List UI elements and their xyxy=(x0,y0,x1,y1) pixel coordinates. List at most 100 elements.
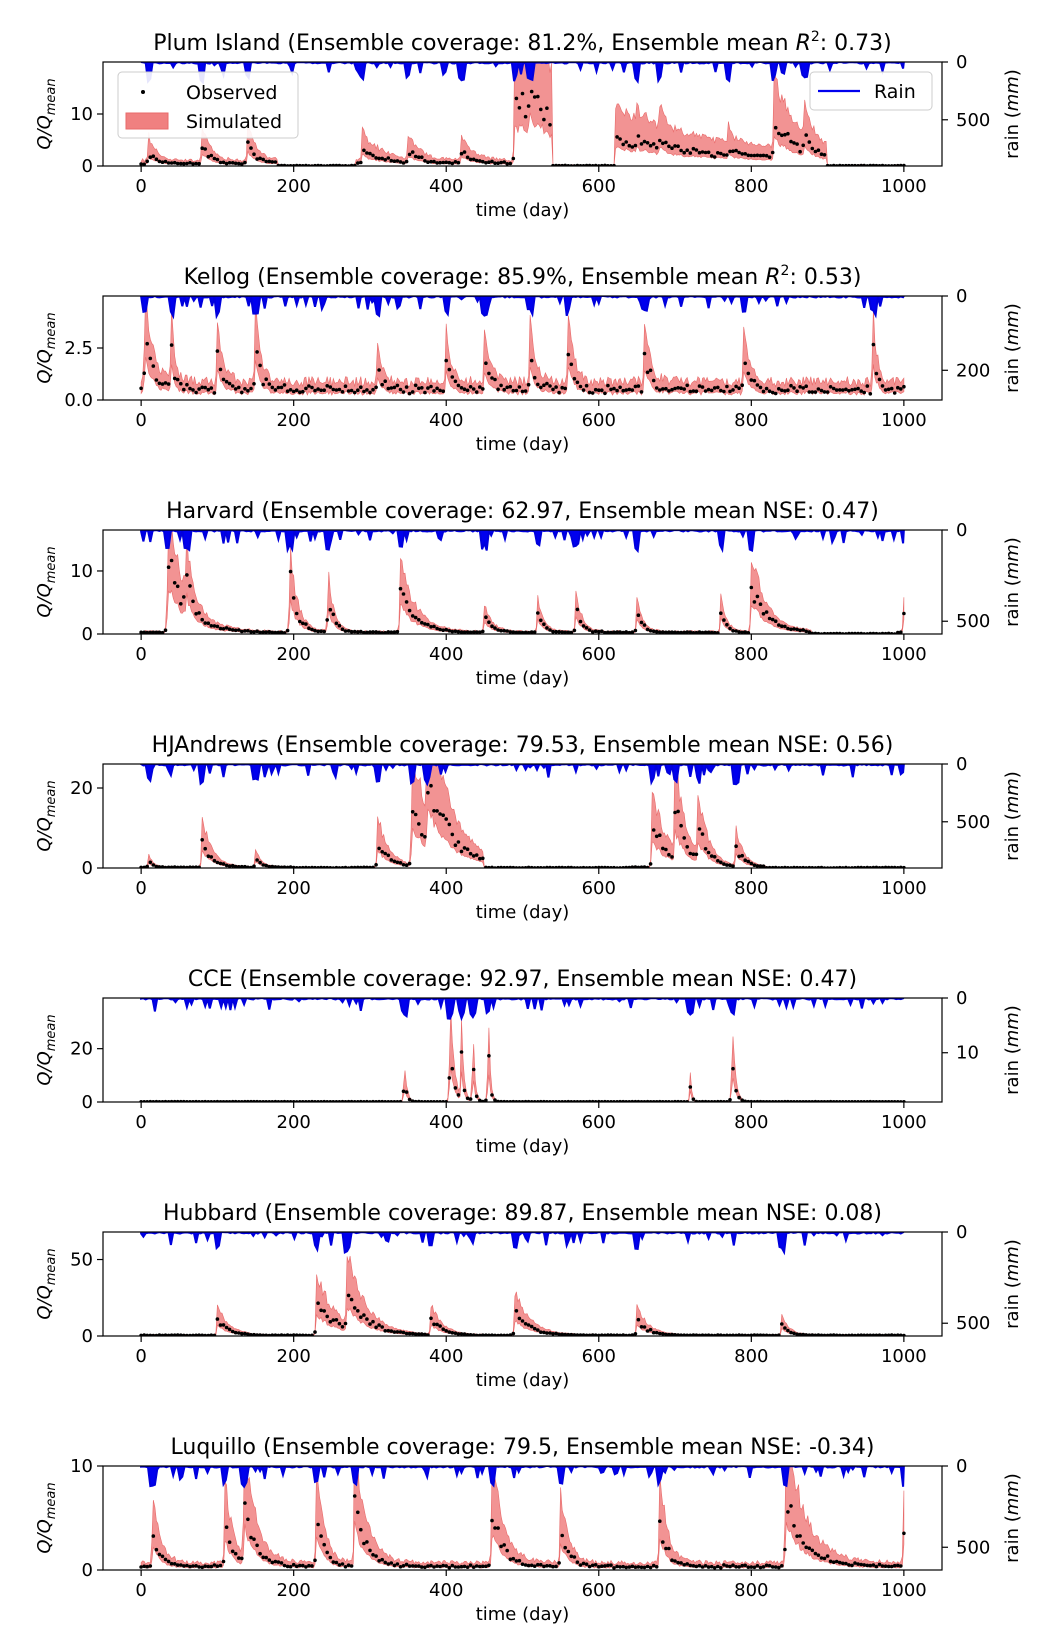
observed-point xyxy=(734,148,738,153)
observed-point xyxy=(767,389,772,394)
observed-point xyxy=(237,1556,241,1560)
observed-point xyxy=(844,1561,848,1566)
rain-tick-label: 0 xyxy=(956,286,967,307)
observed-point xyxy=(557,1332,561,1336)
observed-point xyxy=(169,558,174,563)
observed-point xyxy=(493,626,497,630)
observed-point xyxy=(819,152,824,156)
rain-axis-label: rain (mm) xyxy=(1002,1005,1023,1095)
observed-point xyxy=(310,627,314,632)
rain-label-main: rain ( xyxy=(1002,111,1023,159)
observed-series xyxy=(139,1293,906,1336)
observed-point xyxy=(804,629,808,634)
x-tick-label: 400 xyxy=(429,878,463,899)
observed-point xyxy=(700,832,705,836)
observed-point xyxy=(328,1555,333,1560)
observed-point xyxy=(356,1309,360,1313)
observed-point xyxy=(508,384,513,389)
observed-point xyxy=(398,160,403,164)
observed-point xyxy=(194,161,198,166)
observed-point xyxy=(545,1331,549,1335)
observed-point xyxy=(203,1564,207,1568)
observed-point xyxy=(221,1323,226,1327)
observed-point xyxy=(563,386,567,391)
observed-point xyxy=(658,138,662,143)
observed-point xyxy=(429,1563,433,1568)
axes-frame xyxy=(102,1231,943,1337)
observed-point xyxy=(401,1089,406,1094)
observed-point xyxy=(673,1559,677,1563)
observed-point xyxy=(697,827,702,831)
observed-point xyxy=(737,1565,741,1569)
observed-point xyxy=(420,1565,424,1569)
x-axis-label: time (day) xyxy=(476,434,570,455)
observed-point xyxy=(783,1326,787,1330)
observed-point xyxy=(450,1331,455,1335)
observed-point xyxy=(706,1565,711,1569)
observed-point xyxy=(703,150,708,155)
x-tick-label: 400 xyxy=(429,410,463,431)
x-tick-label: 0 xyxy=(135,176,146,197)
observed-point xyxy=(819,1556,824,1560)
observed-point xyxy=(264,377,269,382)
rain-series xyxy=(140,530,905,554)
observed-point xyxy=(780,624,784,628)
x-tick-label: 600 xyxy=(582,176,616,197)
observed-point xyxy=(838,388,842,392)
rain-tick-label: 500 xyxy=(956,611,990,632)
observed-point xyxy=(273,1559,278,1564)
observed-point xyxy=(569,1554,574,1559)
observed-point xyxy=(166,161,171,165)
observed-point xyxy=(639,865,644,868)
observed-point xyxy=(758,385,763,390)
observed-point xyxy=(676,1560,680,1565)
observed-point xyxy=(191,388,195,392)
observed-point xyxy=(548,123,552,127)
observed-point xyxy=(392,1563,397,1568)
observed-point xyxy=(523,389,528,393)
observed-point xyxy=(438,812,442,816)
observed-point xyxy=(179,161,183,166)
observed-point xyxy=(709,154,714,158)
observed-point xyxy=(264,1555,269,1560)
observed-point xyxy=(780,133,784,138)
observed-point xyxy=(301,389,305,394)
observed-point xyxy=(270,160,275,164)
observed-point xyxy=(233,387,238,391)
observed-point xyxy=(517,106,522,110)
observed-point xyxy=(325,618,330,622)
observed-point xyxy=(252,1537,256,1541)
observed-point xyxy=(459,849,464,854)
observed-point xyxy=(288,569,293,574)
observed-point xyxy=(142,371,146,376)
observed-point xyxy=(719,611,723,615)
observed-point xyxy=(728,1098,732,1102)
observed-point xyxy=(474,158,479,163)
observed-point xyxy=(203,621,207,625)
observed-point xyxy=(191,865,195,868)
observed-point xyxy=(157,381,162,386)
observed-point xyxy=(722,618,726,622)
observed-point xyxy=(679,1333,683,1336)
observed-point xyxy=(218,1563,223,1568)
observed-point xyxy=(664,140,668,145)
y-axis-label-sub: mean xyxy=(44,1248,59,1285)
observed-point xyxy=(825,390,830,394)
observed-point xyxy=(185,573,189,577)
observed-point xyxy=(163,159,168,164)
observed-point xyxy=(664,1332,668,1336)
observed-point xyxy=(310,385,314,390)
observed-point xyxy=(484,1564,488,1569)
observed-point xyxy=(331,1318,336,1322)
observed-point xyxy=(450,1066,455,1071)
observed-point xyxy=(816,148,821,152)
observed-point xyxy=(307,1563,311,1568)
observed-point xyxy=(807,630,812,634)
observed-point xyxy=(511,630,516,634)
observed-point xyxy=(621,388,625,393)
observed-point xyxy=(163,1557,168,1562)
observed-point xyxy=(859,1333,863,1336)
observed-point xyxy=(819,1333,824,1336)
observed-point xyxy=(279,385,284,390)
observed-point xyxy=(294,1564,299,1569)
